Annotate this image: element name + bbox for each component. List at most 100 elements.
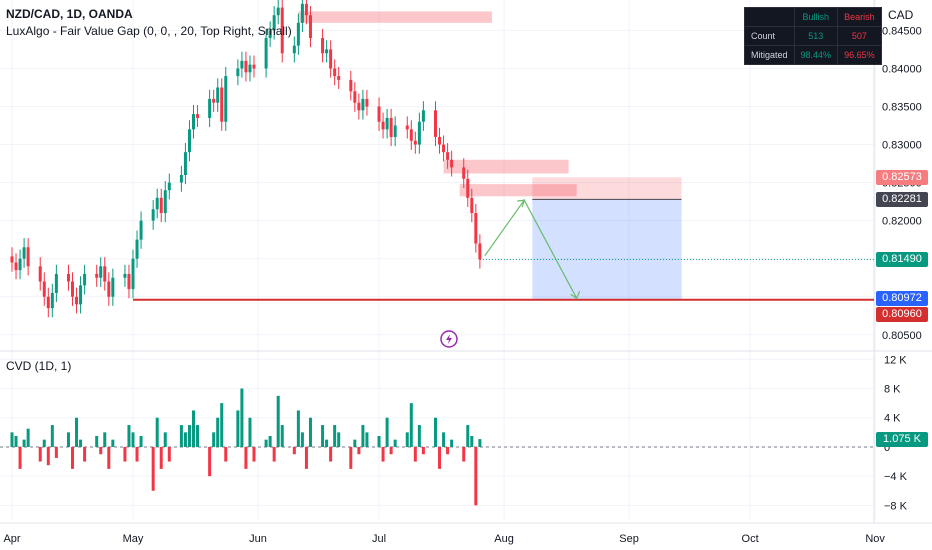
y-tick-label: 0.82000 xyxy=(882,216,922,228)
candle-body xyxy=(417,121,421,145)
candle-body xyxy=(264,38,268,69)
candle-body xyxy=(107,281,111,297)
candle-body xyxy=(385,117,389,130)
candle-body xyxy=(446,152,450,160)
candle-body xyxy=(212,98,216,103)
cvd-bar xyxy=(325,439,329,447)
candle-body xyxy=(389,117,393,137)
candle-body xyxy=(83,273,87,286)
cvd-bar xyxy=(446,446,450,455)
cvd-bar xyxy=(300,432,304,447)
cvd-tick-label: 0 xyxy=(884,442,890,454)
cvd-bar xyxy=(139,436,143,447)
candle-body xyxy=(353,91,357,103)
candle-body xyxy=(54,273,58,293)
candle-body xyxy=(139,220,143,240)
candle-body xyxy=(187,129,191,153)
candle-body xyxy=(381,121,385,130)
cvd-bar xyxy=(179,425,183,447)
cvd-bar xyxy=(474,446,478,506)
candle-body xyxy=(434,110,437,137)
cvd-bar xyxy=(127,425,131,447)
cvd-bar xyxy=(308,417,312,447)
cvd-tick-label: −4 K xyxy=(884,471,908,483)
candle-body xyxy=(325,49,329,54)
candle-body xyxy=(421,110,425,122)
cvd-bar xyxy=(208,446,212,477)
cvd-bar xyxy=(79,439,83,447)
table-row: Mitigated 98.44% 96.65% xyxy=(744,45,882,65)
candle-body xyxy=(42,281,46,297)
cvd-bar xyxy=(365,432,369,447)
candle-body xyxy=(123,273,127,278)
candle-body xyxy=(280,7,284,54)
candle-body xyxy=(337,76,341,80)
cvd-bar xyxy=(421,446,425,455)
cvd-bar xyxy=(268,436,272,447)
price-tag: 0.82573 xyxy=(876,169,928,185)
cvd-bar xyxy=(14,436,18,447)
candle-body xyxy=(357,102,361,111)
candle-body xyxy=(333,68,337,77)
cvd-bar xyxy=(434,417,437,447)
cvd-bar xyxy=(107,446,111,469)
y-tick-label: 0.83500 xyxy=(882,102,922,114)
candle-body xyxy=(244,60,248,73)
candle-body xyxy=(208,98,212,118)
candle-body xyxy=(349,79,353,92)
cvd-indicator-legend[interactable]: CVD (1D, 1) xyxy=(6,359,72,373)
cvd-bar xyxy=(240,388,244,447)
candle-body xyxy=(466,178,470,198)
y-tick-label: 0.83000 xyxy=(882,140,922,152)
candle-body xyxy=(111,277,115,297)
cvd-bar xyxy=(183,432,187,447)
cvd-bar xyxy=(349,446,353,469)
stop-zone xyxy=(532,177,682,200)
cvd-bar xyxy=(321,425,325,447)
x-tick-label: Aug xyxy=(494,533,514,545)
candle-body xyxy=(127,273,131,290)
cvd-bar xyxy=(236,410,240,447)
cvd-tick-label: 12 K xyxy=(884,354,907,366)
cvd-bar xyxy=(417,425,421,447)
candle-body xyxy=(438,136,442,145)
fvg-indicator-legend[interactable]: LuxAlgo - Fair Value Gap (0, 0, , 20, To… xyxy=(6,24,292,38)
cvd-bar xyxy=(377,436,381,447)
arrowhead xyxy=(570,291,581,300)
candle-body xyxy=(183,152,187,175)
cvd-bar xyxy=(111,439,115,447)
cvd-bar xyxy=(18,446,22,469)
candle-body xyxy=(409,129,413,141)
cvd-bar xyxy=(66,432,70,447)
cvd-bar xyxy=(405,432,409,447)
cvd-bar xyxy=(192,410,195,447)
candle-body xyxy=(393,125,397,137)
candle-body xyxy=(470,197,474,214)
mitigated-bearish: 96.65% xyxy=(837,45,882,65)
price-tag: 0.81490 xyxy=(876,251,928,267)
x-tick-label: Apr xyxy=(3,533,20,545)
cvd-bar xyxy=(71,446,74,469)
cvd-bar xyxy=(353,439,357,447)
candle-body xyxy=(442,144,446,153)
cvd-bar xyxy=(276,395,280,447)
mitigated-label: Mitigated xyxy=(744,45,795,65)
candle-body xyxy=(196,114,200,118)
candle-body xyxy=(248,64,252,73)
candle-body xyxy=(236,68,240,77)
candle-body xyxy=(151,209,155,221)
cvd-bar xyxy=(450,439,454,447)
cvd-bar xyxy=(470,436,474,447)
currency-label[interactable]: CAD xyxy=(888,8,914,22)
cvd-bar xyxy=(329,446,333,462)
candle-body xyxy=(321,38,325,54)
cvd-bar xyxy=(216,417,220,447)
cvd-bar xyxy=(187,425,191,447)
x-tick-label: Jul xyxy=(372,533,386,545)
x-tick-label: Sep xyxy=(619,533,639,545)
symbol-legend[interactable]: NZD/CAD, 1D, OANDA xyxy=(6,7,133,21)
candle-body xyxy=(361,98,365,111)
cvd-bar xyxy=(244,446,248,469)
cvd-tick-label: −8 K xyxy=(884,500,908,512)
